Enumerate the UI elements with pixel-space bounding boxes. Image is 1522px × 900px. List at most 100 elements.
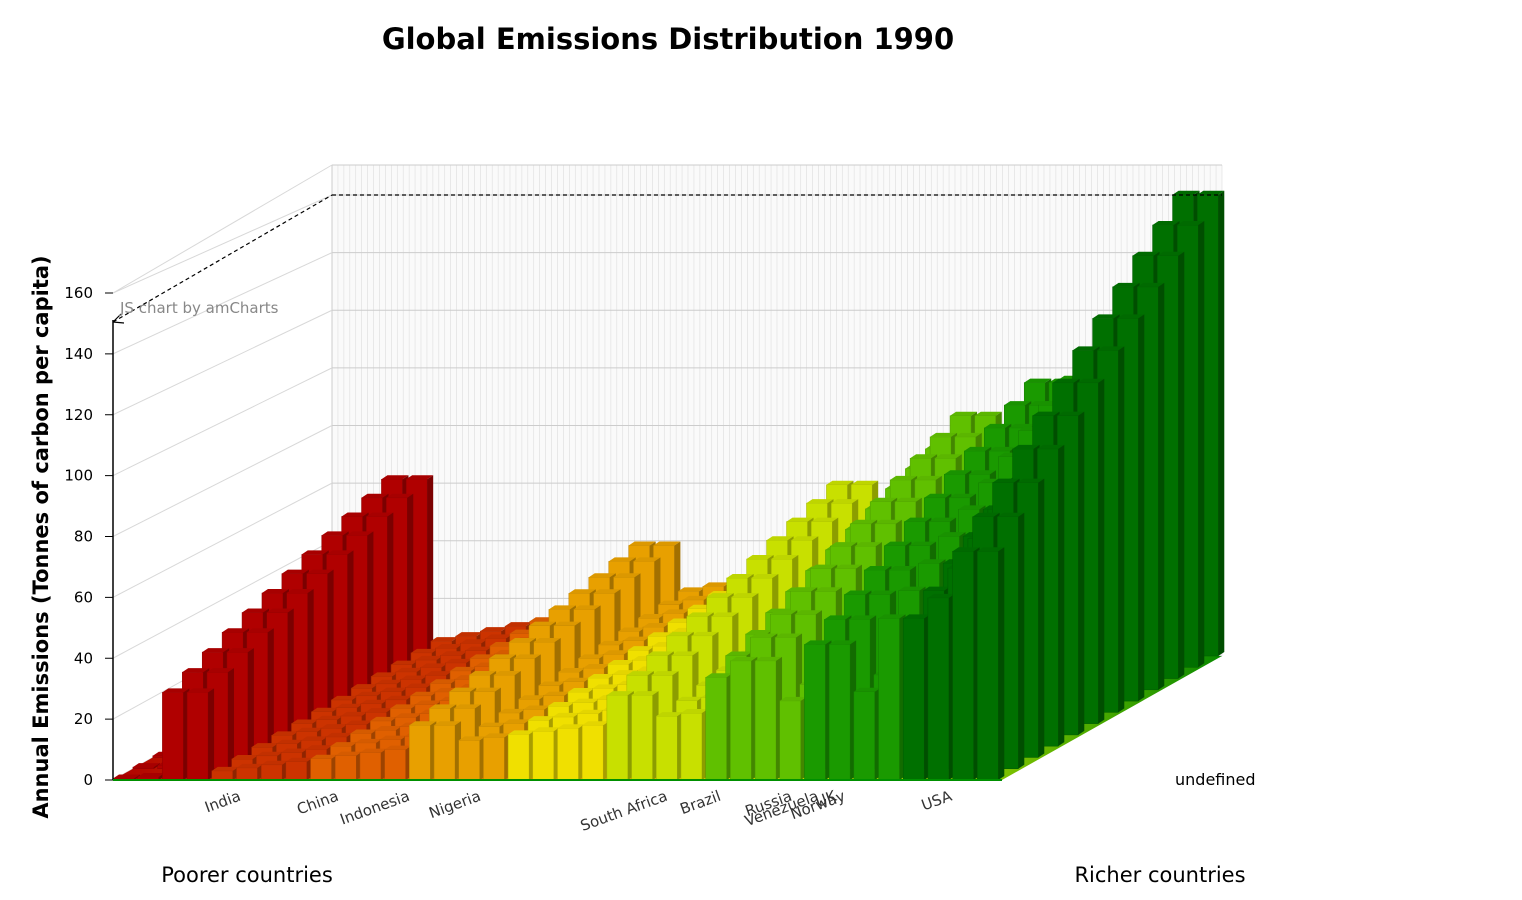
y-tick-label: 140 <box>64 345 93 363</box>
bar-top-face <box>350 729 378 734</box>
bar-front-face <box>606 694 629 781</box>
bar <box>359 748 387 781</box>
bar-front-face <box>186 692 209 781</box>
bar-top-face <box>326 550 354 555</box>
bar <box>260 760 289 781</box>
bar <box>631 691 659 781</box>
bar-side-face <box>133 774 140 780</box>
bar-top-face <box>826 480 854 485</box>
bar <box>310 754 338 781</box>
bar-top-face <box>583 663 611 668</box>
bar-top-face <box>1157 251 1185 256</box>
bar-side-face <box>1198 221 1205 668</box>
bar-top-face <box>251 743 279 748</box>
bar <box>507 730 536 781</box>
y-tick-label: 100 <box>64 467 93 485</box>
bar-top-face <box>950 411 978 416</box>
bar-front-face <box>804 644 826 781</box>
bar-top-face <box>680 709 708 714</box>
bar-top-face <box>903 614 931 619</box>
bar-top-face <box>997 512 1025 517</box>
bar-top-face <box>1052 378 1080 383</box>
bar-side-face <box>367 531 374 690</box>
right-axis-label: undefined <box>1175 770 1256 789</box>
bar-top-face <box>528 716 556 721</box>
bar-top-face <box>440 651 468 656</box>
bar-top-face <box>1112 282 1140 287</box>
bar-side-face <box>387 512 394 679</box>
bar <box>162 688 190 781</box>
bar-top-face <box>469 670 497 675</box>
credit-link[interactable]: JS chart by amCharts <box>119 299 279 317</box>
bar-top-face <box>409 721 437 726</box>
bar-top-face <box>850 519 878 524</box>
bar-top-face <box>567 687 595 692</box>
bar-top-face <box>405 683 433 688</box>
bar-top-face <box>588 573 616 578</box>
bar-front-face <box>878 618 900 781</box>
bar-top-face <box>829 640 857 645</box>
bar-top-face <box>889 565 917 570</box>
bar-top-face <box>335 751 363 756</box>
y-tick-label: 160 <box>64 284 93 302</box>
bar-top-face <box>938 532 966 537</box>
bar-top-face <box>385 695 413 700</box>
bar <box>236 763 264 781</box>
bar-top-face <box>533 637 561 642</box>
bar-top-face <box>568 589 596 594</box>
bar-top-face <box>386 493 414 498</box>
bar-front-face <box>680 712 703 781</box>
bar-top-face <box>864 565 892 570</box>
bar-top-face <box>410 691 438 696</box>
bar-side-face <box>1078 411 1085 735</box>
bar-top-face <box>557 724 585 729</box>
bar-top-face <box>587 673 615 678</box>
bar-top-face <box>1072 346 1100 351</box>
poorer-countries-label: Poorer countries <box>161 863 333 887</box>
bar <box>285 757 313 781</box>
side-grid-line <box>112 367 333 477</box>
bar-front-face <box>779 700 801 781</box>
bar-top-face <box>608 557 636 562</box>
bar-top-face <box>725 651 753 656</box>
bar-front-face <box>310 758 332 781</box>
country-label: Nigeria <box>426 787 483 822</box>
bar-top-face <box>914 475 942 480</box>
bar-top-face <box>311 707 339 712</box>
bar-top-face <box>930 432 958 437</box>
bar-top-face <box>874 519 902 524</box>
bar-top-face <box>375 679 403 684</box>
bar-top-face <box>391 660 419 665</box>
bars-group <box>112 190 1225 781</box>
bar-top-face <box>923 586 951 591</box>
bar-top-face <box>592 684 620 689</box>
bar-top-face <box>548 605 576 610</box>
bar-top-face <box>552 712 580 717</box>
bar-top-face <box>532 727 560 732</box>
guide-arrow <box>112 313 125 324</box>
bar-top-face <box>646 651 674 656</box>
bar-side-face <box>1138 314 1145 702</box>
bar-top-face <box>276 739 304 744</box>
bar-front-face <box>557 728 579 781</box>
bar-top-face <box>810 564 838 569</box>
bar-top-face <box>988 446 1017 451</box>
bar-top-face <box>613 573 641 578</box>
bar-top-face <box>331 695 359 700</box>
bar-top-face <box>766 536 794 541</box>
bar-top-face <box>1037 444 1065 449</box>
bar-top-face <box>1077 378 1105 383</box>
bar-top-face <box>894 497 922 502</box>
bar-top-face <box>355 738 383 743</box>
bar-top-face <box>666 631 694 636</box>
bar-top-face <box>182 668 210 673</box>
bar-front-face <box>656 715 678 781</box>
bar-top-face <box>878 614 906 619</box>
bar-top-face <box>954 432 982 437</box>
bar-top-face <box>1012 444 1040 449</box>
bar <box>433 721 462 781</box>
bar-top-face <box>691 631 719 636</box>
bar-top-face <box>795 610 822 615</box>
